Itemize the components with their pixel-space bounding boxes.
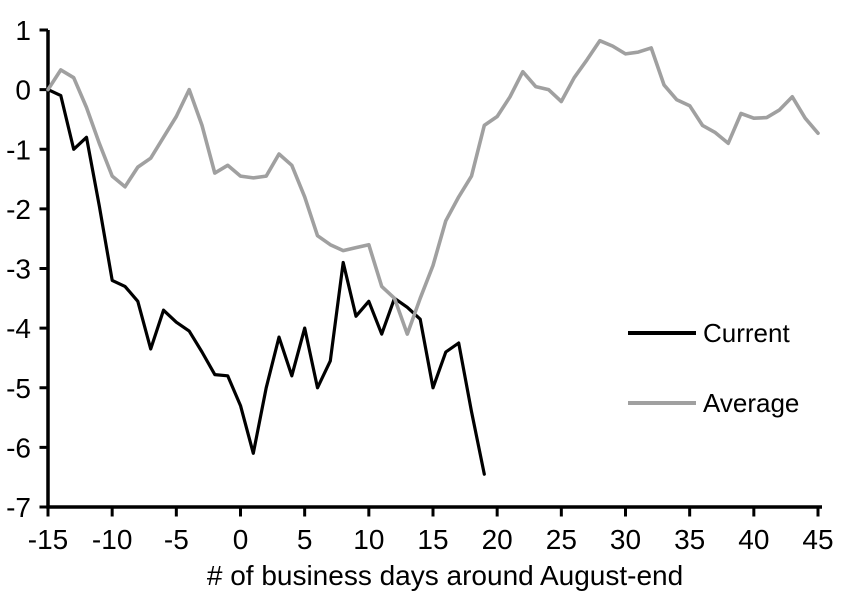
- y-tick-label: 0: [15, 75, 31, 106]
- y-tick-label: -4: [6, 313, 31, 344]
- legend-item-current: Current: [628, 319, 790, 347]
- legend-label-current: Current: [703, 318, 790, 348]
- y-tick-label: -1: [6, 134, 31, 165]
- y-tick-label: -5: [6, 373, 31, 404]
- legend-label-average: Average: [703, 388, 800, 418]
- legend-item-average: Average: [628, 389, 799, 417]
- x-tick-label: 15: [417, 524, 448, 555]
- x-tick-label: -5: [164, 524, 189, 555]
- y-tick-label: -7: [6, 492, 31, 523]
- x-tick-label: -15: [28, 524, 68, 555]
- x-tick-label: 35: [674, 524, 705, 555]
- x-tick-label: 45: [802, 524, 833, 555]
- x-tick-label: 10: [353, 524, 384, 555]
- x-axis-title: # of business days around August-end: [206, 560, 684, 591]
- y-tick-label: -6: [6, 432, 31, 463]
- x-tick-label: 30: [610, 524, 641, 555]
- x-tick-label: 25: [546, 524, 577, 555]
- average-series-line: [46, 38, 820, 336]
- legend-line-average: [628, 401, 696, 405]
- axis-lines: [46, 30, 822, 509]
- y-tick-label: -3: [6, 254, 31, 285]
- y-tick-label: -2: [6, 194, 31, 225]
- x-tick-label: 5: [297, 524, 313, 555]
- x-tick-label: 20: [482, 524, 513, 555]
- x-tick-label: 0: [233, 524, 249, 555]
- y-tick-label: 1: [15, 15, 31, 46]
- x-tick-label: 40: [738, 524, 769, 555]
- x-tick-label: -10: [92, 524, 132, 555]
- legend-line-current: [628, 331, 696, 335]
- current-series-line: [46, 87, 486, 476]
